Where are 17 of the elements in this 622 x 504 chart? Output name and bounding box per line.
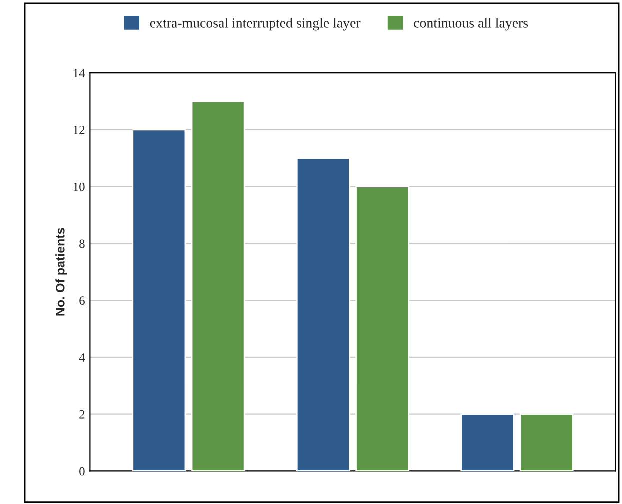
bar <box>132 129 186 472</box>
y-axis-title: No. Of patients <box>56 228 68 316</box>
y-tick-label: 12 <box>74 126 85 134</box>
legend-label: continuous all layers <box>414 18 528 31</box>
bar <box>191 100 246 472</box>
bar <box>460 414 515 472</box>
bar <box>356 186 410 472</box>
y-tick-label: 10 <box>74 182 85 192</box>
y-tick-label: 0 <box>80 467 85 476</box>
bar <box>520 414 574 472</box>
y-tick-label: 2 <box>80 410 85 419</box>
y-tick-label: 8 <box>80 240 85 248</box>
y-tick-label: 14 <box>74 69 86 78</box>
legend-label: extra-mucosal interrupted single layer <box>150 18 361 31</box>
y-tick-label: 4 <box>79 354 86 362</box>
y-tick-label: 6 <box>80 296 85 306</box>
bar <box>296 158 350 472</box>
